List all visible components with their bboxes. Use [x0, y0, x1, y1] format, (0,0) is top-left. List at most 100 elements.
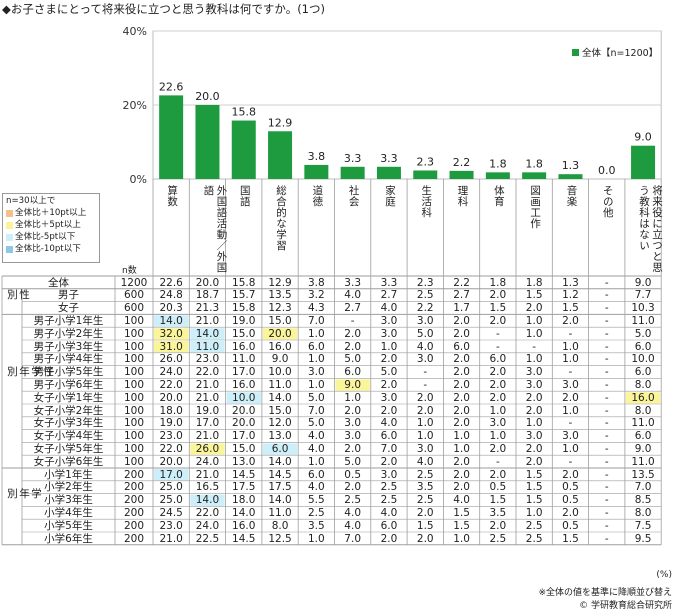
- bar-value-label: 12.9: [268, 116, 293, 129]
- table-cell: 23.0: [159, 519, 183, 532]
- highlight-cell: [154, 341, 189, 353]
- table-cell: 17.0: [232, 366, 256, 379]
- table-cell: 2.0: [380, 532, 398, 545]
- group-label: 性別: [6, 289, 30, 300]
- table-cell: 1.0: [562, 404, 579, 417]
- table-cell: 1.0: [562, 353, 579, 366]
- table-cell: 24.0: [195, 519, 220, 532]
- table-cell: 23.0: [195, 353, 220, 366]
- table-cell: 3.8: [307, 276, 325, 289]
- highlight-cell: [226, 392, 261, 404]
- table-cell: 26.0: [159, 353, 183, 366]
- table-cell: 2.0: [453, 481, 470, 494]
- table-cell: 15.0: [268, 404, 292, 417]
- bar-value-label: 3.3: [380, 152, 398, 165]
- table-cell: 2.0: [453, 404, 470, 417]
- row-label: 女子小学5年生: [33, 442, 104, 455]
- table-cell: 24.8: [159, 289, 183, 302]
- table-cell: -: [604, 302, 609, 315]
- bar: [485, 172, 510, 179]
- table-cell: -: [604, 532, 609, 545]
- table-cell: 20.0: [268, 327, 292, 340]
- subject-header: 道徳: [311, 185, 324, 207]
- table-cell: 2.0: [380, 455, 398, 468]
- table-cell: 3.0: [489, 417, 507, 430]
- table-cell: -: [604, 506, 609, 519]
- row-n: 100: [123, 327, 145, 340]
- row-label: 男子: [58, 289, 79, 302]
- table-cell: 3.0: [525, 378, 543, 391]
- table-cell: 21.0: [195, 430, 220, 443]
- bar: [159, 95, 184, 179]
- table-cell: 7.5: [634, 519, 652, 532]
- subject-header: 算数: [166, 185, 179, 207]
- table-cell: 15.8: [232, 302, 256, 315]
- table-cell: 2.0: [489, 468, 507, 481]
- table-cell: 8.0: [634, 378, 652, 391]
- table-cell: 22.6: [159, 276, 183, 289]
- table-cell: 14.0: [195, 327, 220, 340]
- table-cell: 21.0: [195, 314, 220, 327]
- bar-value-label: 9.0: [634, 131, 652, 144]
- highlight-cell: [154, 315, 189, 327]
- table-cell: 1.5: [489, 494, 507, 507]
- table-cell: 2.5: [416, 494, 434, 507]
- subject-header: 外国語活動／外国語: [202, 185, 228, 273]
- table-cell: -: [604, 481, 609, 494]
- table-cell: 21.0: [195, 391, 220, 404]
- highlight-legend-item: 全体比＋10pt以上: [6, 207, 96, 219]
- table-cell: 4.0: [380, 417, 398, 430]
- table-cell: 1.0: [453, 442, 470, 455]
- group-label: 学年別: [6, 487, 42, 499]
- table-cell: 0.5: [489, 481, 507, 494]
- row-n: 100: [123, 353, 145, 366]
- table-cell: 2.0: [525, 455, 543, 468]
- table-cell: 4.3: [307, 302, 325, 315]
- table-cell: 24.5: [159, 506, 183, 519]
- table-cell: 5.0: [344, 455, 361, 468]
- table-cell: 4.0: [380, 302, 398, 315]
- table-cell: 12.3: [268, 302, 292, 315]
- table-cell: 22.0: [159, 442, 183, 455]
- table-cell: 2.7: [380, 289, 398, 302]
- table-cell: 6.0: [634, 340, 652, 353]
- table-cell: 2.0: [416, 532, 434, 545]
- table-cell: 1.0: [489, 430, 507, 443]
- table-cell: 24.0: [195, 455, 220, 468]
- table-cell: 15.8: [232, 276, 256, 289]
- table-cell: 2.3: [416, 276, 434, 289]
- table-cell: 16.0: [232, 340, 256, 353]
- table-cell: 8.0: [634, 404, 652, 417]
- row-n: 200: [123, 532, 145, 545]
- table-cell: 2.0: [489, 289, 507, 302]
- row-label: 男子小学6年生: [33, 378, 104, 391]
- table-cell: 24.0: [159, 366, 183, 379]
- bar: [631, 145, 656, 179]
- table-cell: 2.5: [525, 519, 543, 532]
- table-cell: 19.0: [159, 417, 183, 430]
- table-cell: 6.0: [271, 442, 289, 455]
- table-cell: 2.7: [453, 289, 470, 302]
- table-cell: 1.5: [525, 289, 543, 302]
- subject-header: 図画工作: [529, 185, 542, 229]
- highlight-cell: [190, 494, 225, 506]
- row-label: 小学4年生: [44, 506, 93, 519]
- table-cell: 1.5: [525, 468, 543, 481]
- row-n: 100: [123, 391, 145, 404]
- table-cell: -: [604, 430, 609, 443]
- table-cell: 3.0: [380, 468, 398, 481]
- table-cell: 2.0: [453, 455, 470, 468]
- table-cell: 2.2: [416, 302, 434, 315]
- table-cell: -: [568, 417, 573, 430]
- table-cell: 1.0: [562, 340, 579, 353]
- table-cell: -: [532, 340, 537, 353]
- row-label: 女子小学3年生: [33, 417, 104, 430]
- table-cell: 2.0: [344, 327, 361, 340]
- table-cell: 15.0: [232, 327, 256, 340]
- row-label: 男子小学4年生: [33, 353, 104, 366]
- table-cell: 3.5: [489, 506, 507, 519]
- table-cell: 14.0: [159, 314, 183, 327]
- table-cell: 21.3: [195, 302, 220, 315]
- bar: [304, 164, 329, 179]
- table-cell: 18.7: [195, 289, 220, 302]
